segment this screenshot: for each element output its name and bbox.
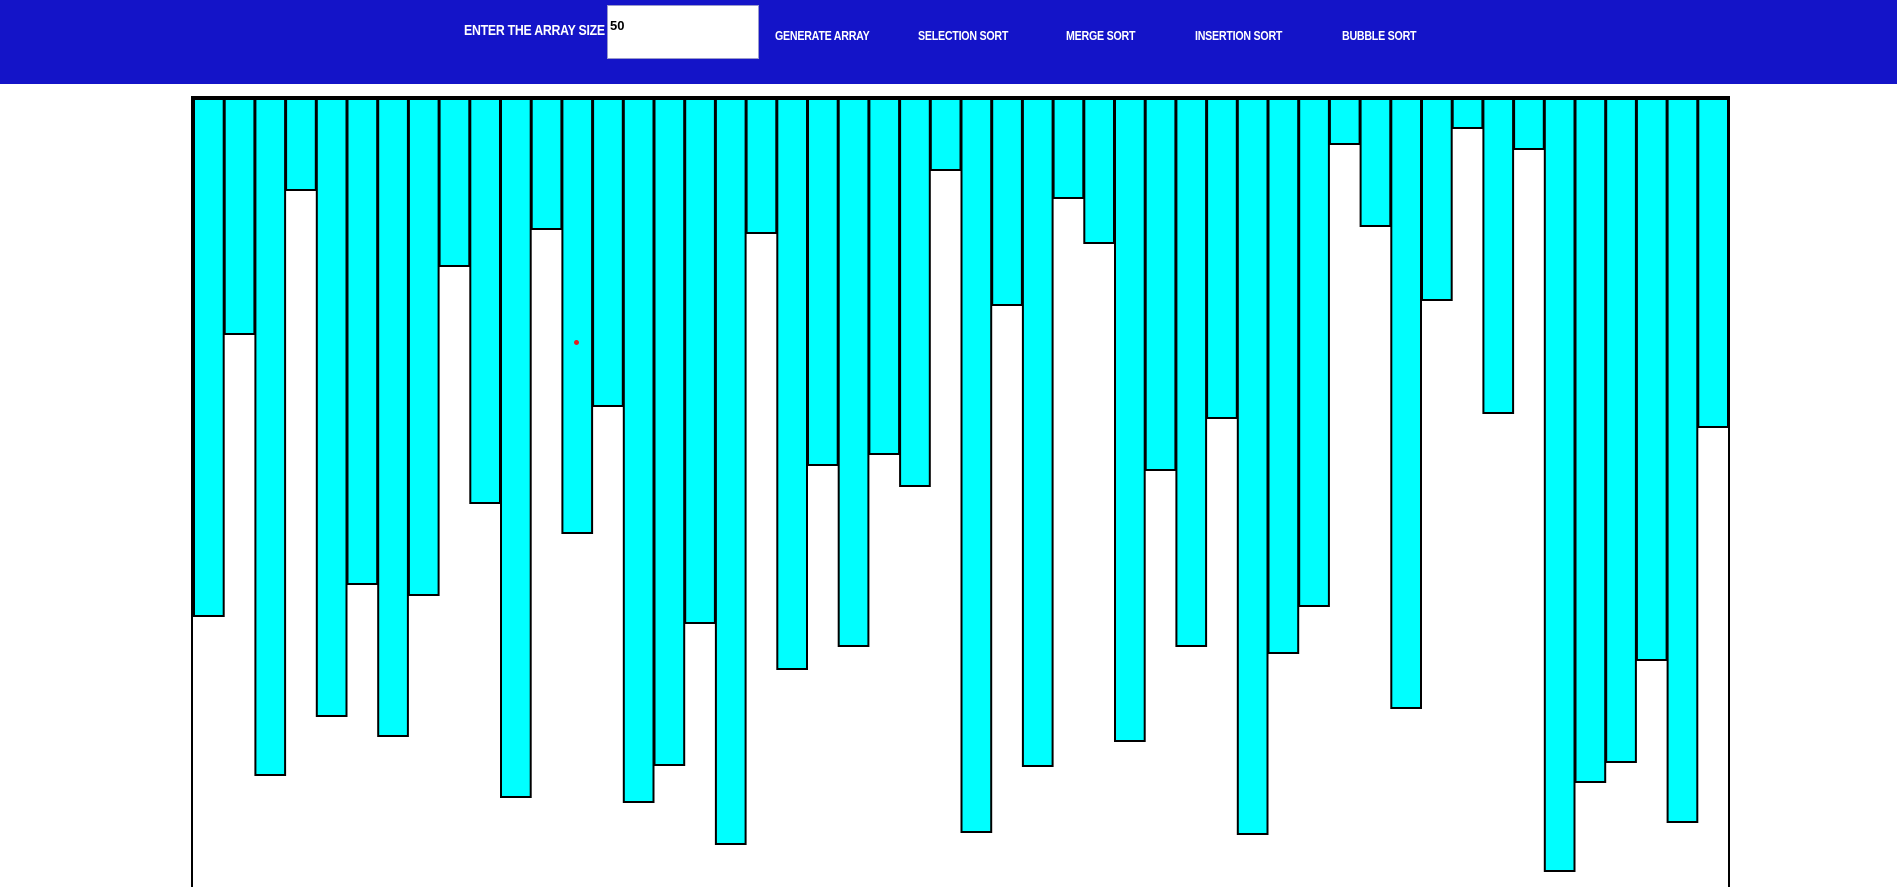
- top-toolbar: ENTER THE ARRAY SIZE : GENERATE ARRAY SE…: [0, 0, 1897, 84]
- array-bar: [807, 99, 839, 466]
- array-bar: [868, 99, 901, 455]
- array-bar: [193, 99, 225, 617]
- array-bar: [1666, 99, 1699, 823]
- array-bar: [1052, 99, 1085, 199]
- array-bar: [1635, 99, 1668, 661]
- array-bar: [1328, 99, 1361, 145]
- array-bar: [285, 99, 317, 191]
- merge-sort-button[interactable]: MERGE SORT: [1066, 28, 1136, 43]
- array-bar: [684, 99, 716, 624]
- array-bar: [561, 99, 594, 534]
- cursor-marker: [574, 340, 579, 345]
- array-bar: [899, 99, 931, 487]
- array-bar: [776, 99, 808, 670]
- generate-array-button[interactable]: GENERATE ARRAY: [775, 28, 870, 43]
- array-bar: [1574, 99, 1607, 783]
- array-bar: [1021, 99, 1054, 767]
- array-bar: [377, 99, 409, 737]
- array-bar: [469, 99, 501, 504]
- array-bar: [407, 99, 440, 596]
- array-bar: [1144, 99, 1177, 471]
- array-bar: [1206, 99, 1238, 419]
- array-bar: [438, 99, 471, 267]
- array-bar: [1482, 99, 1515, 414]
- array-bar: [530, 99, 563, 230]
- array-bar: [1421, 99, 1453, 301]
- array-bar: [592, 99, 624, 407]
- array-bar: [653, 99, 686, 766]
- array-bars-container: [191, 96, 1730, 887]
- array-bar: [1697, 99, 1728, 428]
- array-bar: [745, 99, 778, 234]
- array-bar: [1359, 99, 1392, 227]
- array-bar: [500, 99, 532, 798]
- array-bar: [315, 99, 348, 717]
- array-bar: [837, 99, 870, 647]
- array-bar: [1083, 99, 1115, 244]
- array-bar: [223, 99, 256, 335]
- array-bar: [1513, 99, 1545, 150]
- array-bar: [1114, 99, 1146, 742]
- array-bar: [1451, 99, 1484, 129]
- array-size-input[interactable]: [607, 5, 759, 59]
- bubble-sort-button[interactable]: BUBBLE SORT: [1342, 28, 1417, 43]
- array-bar: [960, 99, 993, 833]
- array-bar: [1543, 99, 1576, 872]
- array-bar: [1175, 99, 1208, 647]
- array-bar: [929, 99, 962, 171]
- array-bar: [1298, 99, 1330, 607]
- array-bar: [991, 99, 1023, 306]
- insertion-sort-button[interactable]: INSERTION SORT: [1195, 28, 1283, 43]
- array-bar: [1267, 99, 1300, 654]
- array-bar: [1605, 99, 1637, 763]
- array-bar: [622, 99, 655, 803]
- array-bar: [1236, 99, 1269, 835]
- array-bar: [254, 99, 287, 776]
- array-bar: [714, 99, 747, 845]
- array-bar: [1390, 99, 1423, 709]
- array-bars-svg: [193, 99, 1728, 872]
- array-bar: [346, 99, 379, 585]
- array-size-label: ENTER THE ARRAY SIZE :: [464, 22, 612, 39]
- selection-sort-button[interactable]: SELECTION SORT: [918, 28, 1009, 43]
